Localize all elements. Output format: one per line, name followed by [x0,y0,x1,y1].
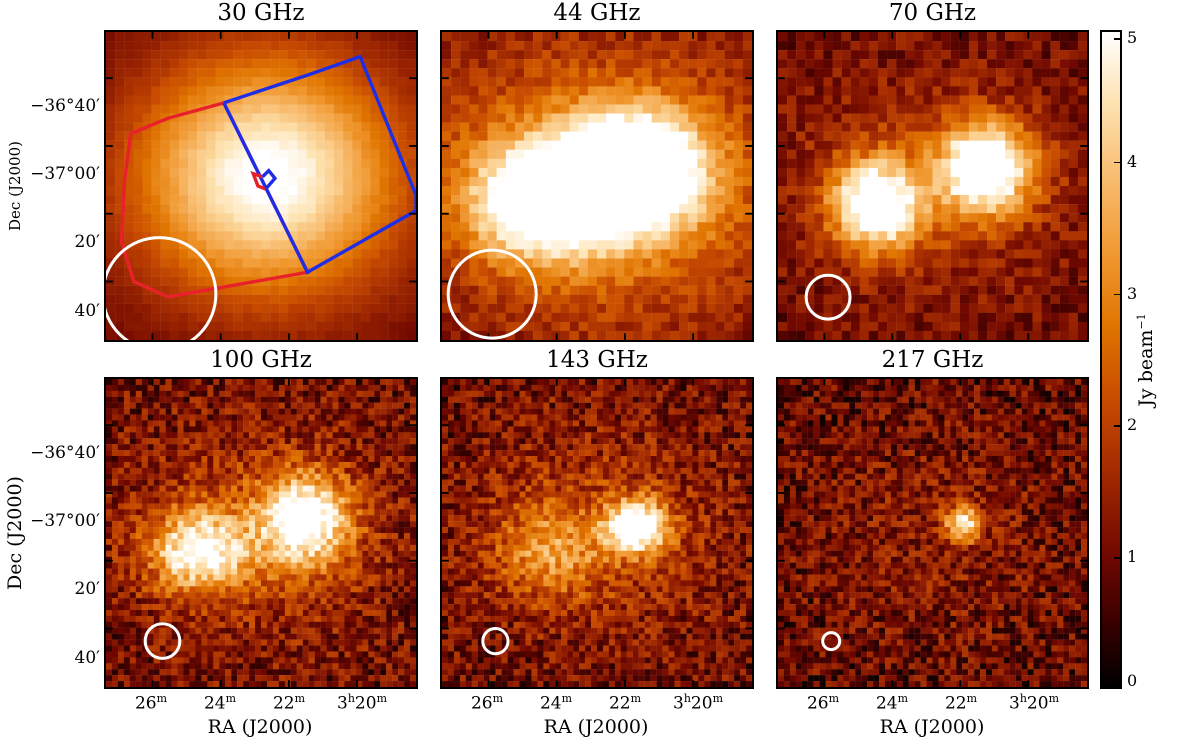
panel-title: 143 GHz [546,347,648,373]
colorbar-tick-label: 4 [1127,151,1138,171]
beam-circle [821,631,842,652]
x-axis-label-3: RA (J2000) [879,716,985,738]
x-tick-label: 24m [203,692,237,714]
beam-circle [446,248,538,340]
x-tick-label: 24m [539,692,573,714]
colorbar-tick-label: 5 [1127,28,1138,47]
colorbar-label: Jy beam−1 [1134,313,1158,407]
x-tick-label: 22m [272,692,306,714]
y-tick-label: 20′ [74,232,101,252]
intensity-map [778,32,1087,340]
region-outline-blue [222,54,416,275]
y-tick-label: −36°40′ [30,443,100,463]
map-panel-143-ghz [440,377,754,689]
panel-title: 217 GHz [881,347,984,373]
intensity-map [106,379,416,687]
y-axis-label-bottom: Dec (J2000) [4,476,26,590]
y-tick-label: 40′ [74,301,101,321]
colorbar-tick-mark [1114,38,1120,40]
beam-circle [143,622,182,660]
region-outline-red [119,101,311,299]
beam-circle [804,273,852,321]
x-tick-label: 3h20m [673,692,723,714]
intensity-map [442,32,752,340]
x-tick-label: 26m [806,692,840,714]
x-axis-label-2: RA (J2000) [543,716,649,738]
colorbar-tick-label: 3 [1127,283,1138,303]
centroid-marker-blue [261,168,278,191]
y-tick-label: −37°00′ [30,511,100,531]
y-tick-label: −37°00′ [30,164,100,184]
colorbar-tick-label: 2 [1127,415,1138,435]
beam-circle [106,236,218,340]
x-tick-label: 3h20m [337,692,387,714]
map-panel-70-ghz [776,30,1089,342]
colorbar [1100,30,1122,689]
colorbar-tick-mark [1114,425,1120,427]
panel-title: 30 GHz [217,0,305,26]
x-tick-label: 24m [875,692,909,714]
colorbar-tick-mark [1114,557,1120,559]
y-tick-label: 40′ [74,648,101,668]
colorbar-tick-label: 1 [1127,547,1138,567]
x-tick-label: 22m [608,692,642,714]
panel-title: 44 GHz [553,0,641,26]
beam-circle [481,627,510,656]
colorbar-tick-mark [1114,161,1120,164]
map-panel-217-ghz [776,377,1089,689]
x-axis-label-1: RA (J2000) [207,716,313,738]
intensity-map [442,379,752,687]
colorbar-tick-mark [1114,293,1120,296]
x-tick-label: 22m [944,692,978,714]
y-tick-label: −36°40′ [30,96,100,116]
intensity-map [106,32,416,340]
y-axis-label-top: Dec (J2000) [6,141,24,231]
x-tick-label: 26m [134,692,168,714]
map-panel-100-ghz [104,377,418,689]
colorbar-tick-label: 0 [1127,671,1138,690]
panel-title: 100 GHz [210,347,312,373]
x-tick-label: 26m [470,692,504,714]
centroid-marker-red [250,170,267,191]
x-tick-label: 3h20m [1009,692,1059,714]
intensity-map [778,379,1087,687]
map-panel-30-ghz [104,30,418,342]
map-panel-44-ghz [440,30,754,342]
panel-title: 70 GHz [888,0,977,26]
colorbar-tick-mark [1114,681,1120,683]
y-tick-label: 20′ [74,579,101,599]
